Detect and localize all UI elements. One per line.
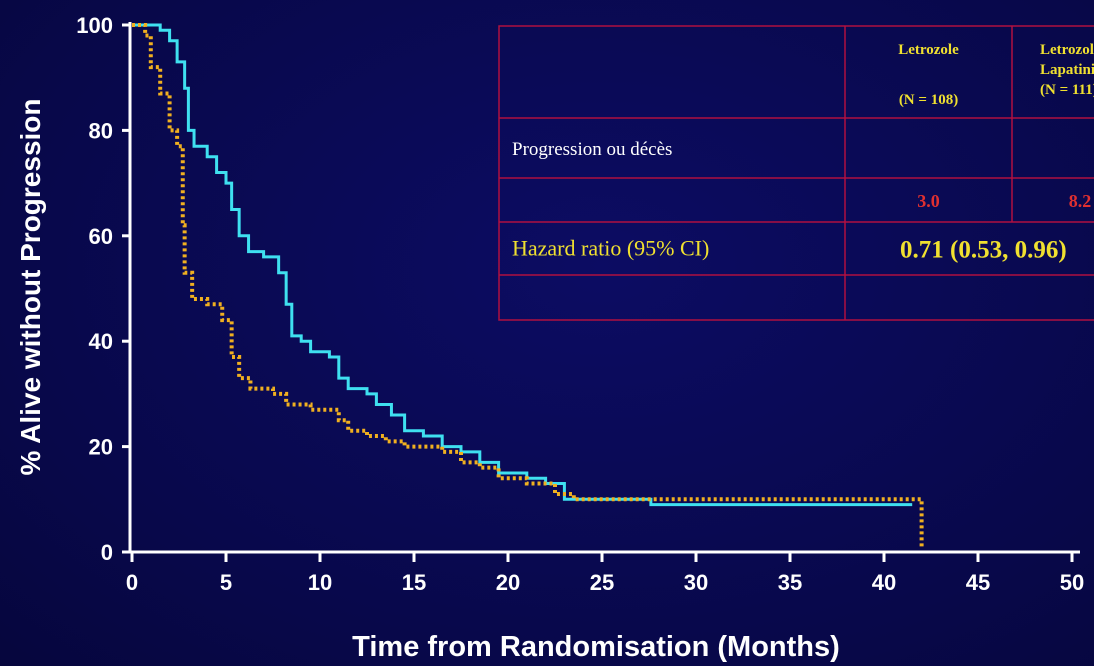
y-tick-label: 0	[101, 540, 113, 565]
y-tick-label: 20	[89, 435, 113, 460]
table-row-value: 3.0	[917, 191, 940, 211]
x-tick-label: 10	[308, 570, 332, 595]
y-axis-title: % Alive without Progression	[15, 98, 46, 475]
table-row-label: Progression ou décès	[512, 139, 672, 160]
y-tick-label: 80	[89, 118, 113, 143]
x-ticks: 0 5 10 15 20 25 30 35 40 45 50	[126, 552, 1084, 595]
y-ticks: 0 20 40 60 80 100	[76, 13, 130, 565]
series-line-letrozole-lapatinib	[132, 23, 913, 507]
table-row-label: Hazard ratio (95% CI)	[512, 236, 709, 261]
x-tick-label: 50	[1060, 570, 1084, 595]
x-tick-label: 15	[402, 570, 426, 595]
series-line-letrozole	[132, 23, 924, 547]
x-tick-label: 5	[220, 570, 232, 595]
series-layer	[132, 23, 924, 547]
x-tick-label: 25	[590, 570, 614, 595]
x-tick-label: 45	[966, 570, 990, 595]
y-tick-label: 40	[89, 329, 113, 354]
x-tick-label: 35	[778, 570, 802, 595]
table-header-n: (N = 111)	[1040, 82, 1094, 98]
table-header-label: Letrozole	[898, 42, 959, 58]
table-row-value: 8.2	[1069, 191, 1092, 211]
table-border	[498, 25, 1094, 321]
x-axis-title: Time from Randomisation (Months)	[352, 631, 840, 663]
table-header-label: Letrozole +	[1040, 42, 1094, 58]
table-row-value: 0.71 (0.53, 0.96)	[900, 237, 1067, 264]
results-table: Letrozole (N = 108) Letrozole + Lapatinib (N…	[498, 25, 1094, 321]
table-header-n: (N = 108)	[899, 92, 958, 108]
x-tick-label: 30	[684, 570, 708, 595]
y-tick-label: 60	[89, 224, 113, 249]
table-header-label: Lapatinib	[1040, 62, 1094, 78]
x-tick-label: 0	[126, 570, 138, 595]
x-tick-label: 20	[496, 570, 520, 595]
x-tick-label: 40	[872, 570, 896, 595]
y-tick-label: 100	[76, 13, 113, 38]
